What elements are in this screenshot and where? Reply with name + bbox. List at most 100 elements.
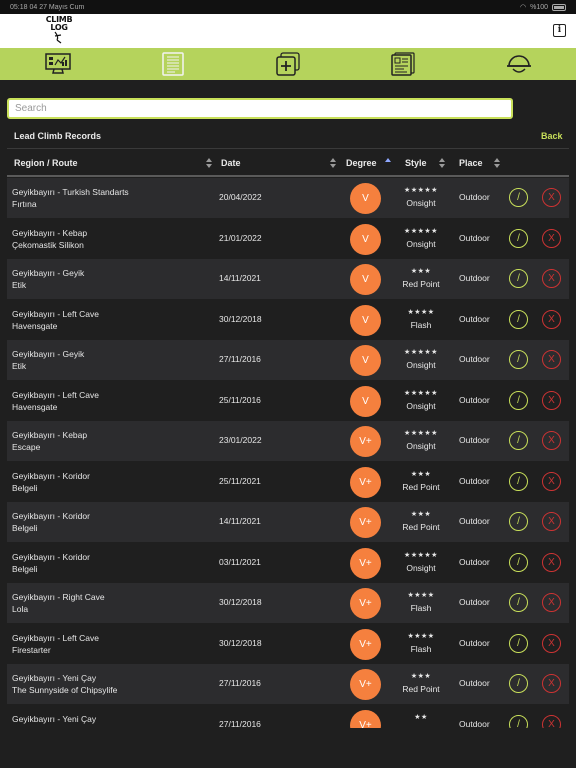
table-row[interactable]: Geyikbayırı - Left Cave Firestarter 30/12/… [7,623,569,664]
table-row[interactable]: Geyikbayırı - Kebap Escape 23/01/2022 V+ ★★★… [7,421,569,461]
table-row[interactable]: Geyikbayırı - Geyik Etik 14/11/2021 V ★★★ Red… [7,259,569,299]
edit-button[interactable]: / [509,431,528,450]
rating-stars: ★★★★★ [404,551,438,559]
region-route-cell: Geyikbayırı - Geyik Etik [12,348,84,372]
search-input[interactable] [7,98,513,119]
region-route-cell: Geyikbayırı - Left Cave Havensgate [12,389,99,413]
route-name: Belgeli [12,563,38,574]
table-row[interactable]: Geyikbayırı - Left Cave Havensgate 25/11/2… [7,380,569,421]
date-cell: 25/11/2016 [219,394,261,405]
delete-button[interactable]: X [542,552,561,572]
delete-button[interactable]: X [542,390,561,410]
edit-button[interactable]: / [509,674,528,693]
title-divider [7,148,569,149]
delete-button[interactable]: X [542,674,561,693]
style-cell: Red Point [402,684,440,694]
place-cell: Outdoor [459,556,490,567]
delete-button[interactable]: X [542,512,561,531]
nav-profile[interactable] [504,51,534,77]
edit-button[interactable]: / [509,309,528,329]
table-row[interactable]: Geyikbayırı - Koridor Belgeli 25/11/2021 V+… [7,461,569,502]
delete-button[interactable]: X [542,309,561,329]
rating-stars: ★★ [414,713,428,721]
table-row[interactable]: Geyikbayırı - Geyik Etik 27/11/2016 V ★★★★★ O… [7,340,569,380]
region-route-cell: Geyikbayırı - Left Cave Firestarter [12,632,99,656]
nav-add-record[interactable] [273,51,303,77]
climber-helmet-icon [507,55,531,73]
edit-button[interactable]: / [509,228,528,248]
region-name: Geyikbayırı - Left Cave [12,389,99,400]
edit-button[interactable]: / [509,552,528,572]
sort-icon[interactable] [439,158,445,168]
region-route-cell: Geyikbayırı - Koridor Belgeli [12,510,90,534]
column-header-degree[interactable]: Degree [346,158,377,168]
place-cell: Outdoor [459,394,490,405]
region-route-cell: Geyikbayırı - Yeni Çay [12,713,96,725]
nav-bar [0,48,576,80]
edit-button[interactable]: / [509,269,528,288]
degree-badge: V [350,304,381,336]
column-header-region[interactable]: Region / Route [14,158,78,168]
table-row[interactable]: Geyikbayırı - Koridor Belgeli 03/11/2021 V+… [7,542,569,583]
delete-button[interactable]: X [542,228,561,248]
column-header-date[interactable]: Date [221,158,241,168]
edit-button[interactable]: / [509,390,528,410]
date-cell: 23/01/2022 [219,435,262,445]
table-row[interactable]: Geyikbayırı - Yeni Çay The Sunnyside of C… [7,664,569,704]
delete-button[interactable]: X [542,633,561,653]
column-header-place[interactable]: Place [459,158,483,168]
edit-button[interactable]: / [509,512,528,531]
rating-stars: ★★★★★ [404,227,438,235]
sort-ascending-icon[interactable] [385,158,391,168]
status-time: 05:18 04 27 Mayıs Cum [10,3,85,11]
style-cell: Onsight [406,198,436,208]
nav-dashboard[interactable] [43,51,73,77]
edit-button[interactable]: / [509,350,528,369]
info-button[interactable]: i [553,24,566,37]
route-name: Havensgate [12,401,58,412]
style-cell: Flash [410,603,432,613]
region-name: Geyikbayırı - Left Cave [12,632,99,643]
table-row[interactable]: Geyikbayırı - Turkish Standarts Fırtına 20… [7,178,569,218]
date-cell: 21/01/2022 [219,232,262,243]
date-cell: 03/11/2021 [219,556,261,567]
delete-button[interactable]: X [542,471,561,491]
table-row[interactable]: Geyikbayırı - Right Cave Lola 30/12/2018 V+… [7,583,569,623]
delete-button[interactable]: X [542,431,561,450]
delete-button[interactable]: X [542,188,561,207]
rating-stars: ★★★ [410,673,432,680]
battery-icon [552,3,566,11]
date-cell: 25/11/2021 [219,475,261,486]
place-cell: Outdoor [459,192,490,202]
back-button[interactable]: Back [541,131,563,141]
date-cell: 20/04/2022 [219,192,262,202]
rating-stars: ★★★★ [407,632,435,640]
edit-button[interactable]: / [509,471,528,491]
style-cell: Onsight [406,238,436,249]
sort-icon[interactable] [330,158,336,168]
date-cell: 30/12/2018 [219,597,262,607]
sort-icon[interactable] [494,158,500,168]
style-cell: Flash [410,643,432,654]
table-row[interactable]: Geyikbayırı - Koridor Belgeli 14/11/2021 V+… [7,502,569,542]
wifi-icon: ◠ [519,4,527,11]
edit-button[interactable]: / [509,188,528,207]
style-cell: Red Point [402,522,440,532]
edit-button[interactable]: / [509,633,528,653]
table-row[interactable]: Geyikbayırı - Kebap Çekomastik Silikon 21/… [7,218,569,259]
delete-button[interactable]: X [542,350,561,369]
delete-button[interactable]: X [542,269,561,288]
delete-button[interactable]: X [542,593,561,612]
column-header-style[interactable]: Style [405,158,427,168]
degree-badge: V [350,264,381,295]
region-route-cell: Geyikbayırı - Left Cave Havensgate [12,308,99,332]
nav-statistics[interactable] [388,51,418,77]
route-name: Havensgate [12,320,58,331]
table-row[interactable]: Geyikbayırı - Left Cave Havensgate 30/12/2… [7,299,569,340]
edit-button[interactable]: / [509,593,528,612]
nav-records[interactable] [158,51,188,77]
region-name: Geyikbayırı - Yeni Çay [12,673,97,683]
degree-badge: V+ [350,547,381,579]
style-cell: Onsight [406,441,436,451]
sort-icon[interactable] [206,158,212,168]
